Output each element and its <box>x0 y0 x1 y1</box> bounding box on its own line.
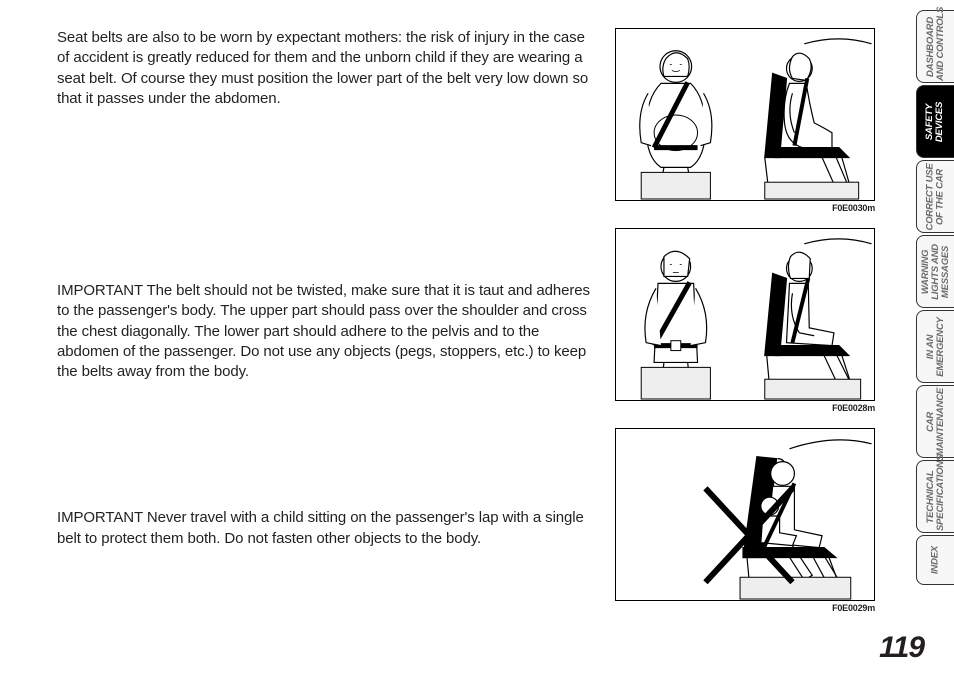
paragraph-3: IMPORTANT Never travel with a child sitt… <box>57 508 597 549</box>
paragraph-2: IMPORTANT The belt should not be twisted… <box>57 281 597 382</box>
figure-3-illustration <box>615 428 875 601</box>
tab-safety-devices[interactable]: SAFETYDEVICES <box>916 85 954 158</box>
figure-3: F0E0029m <box>615 428 875 613</box>
figure-3-caption: F0E0029m <box>615 603 875 613</box>
tab-emergency[interactable]: IN ANEMERGENCY <box>916 310 954 383</box>
paragraph-1: Seat belts are also to be worn by expect… <box>57 28 597 109</box>
figure-1-illustration <box>615 28 875 201</box>
tab-tech-specs[interactable]: TECHNICALSPECIFICATIONS <box>916 460 954 533</box>
section-tabs: DASHBOARDAND CONTROLS SAFETYDEVICES CORR… <box>916 10 954 587</box>
tab-index[interactable]: INDEX <box>916 535 954 585</box>
tab-dashboard[interactable]: DASHBOARDAND CONTROLS <box>916 10 954 83</box>
page-number: 119 <box>879 631 924 665</box>
figure-2-caption: F0E0028m <box>615 403 875 413</box>
tab-maintenance[interactable]: CARMAINTENANCE <box>916 385 954 458</box>
figures-column: F0E0030m <box>615 28 875 628</box>
tab-warning-lights[interactable]: WARNINGLIGHTS ANDMESSAGES <box>916 235 954 308</box>
figure-2-illustration <box>615 228 875 401</box>
figure-1-caption: F0E0030m <box>615 203 875 213</box>
figure-1: F0E0030m <box>615 28 875 213</box>
figure-2: F0E0028m <box>615 228 875 413</box>
text-content: Seat belts are also to be worn by expect… <box>57 28 597 549</box>
tab-correct-use[interactable]: CORRECT USEOF THE CAR <box>916 160 954 233</box>
